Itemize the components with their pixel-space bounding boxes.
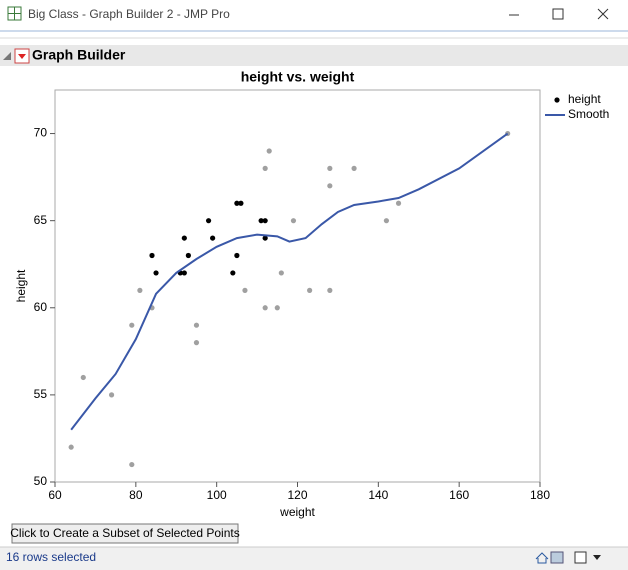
table-icon[interactable] [550, 551, 564, 564]
chart: height vs. weight 50 55 60 65 70 60 80 100 120 140… [14, 69, 609, 519]
data-point [234, 252, 240, 259]
home-icon[interactable] [535, 552, 549, 564]
window-title: Big Class - Graph Builder 2 - JMP Pro [28, 7, 230, 21]
data-point [262, 165, 268, 171]
x-tick-label: 80 [129, 488, 143, 502]
data-point [129, 461, 135, 468]
data-point [230, 270, 236, 276]
legend-label: height [568, 92, 601, 106]
data-point [193, 322, 200, 328]
y-axis-label: height [14, 269, 28, 302]
chart-title: height vs. weight [241, 69, 355, 85]
window-icon[interactable] [574, 551, 587, 564]
data-point [181, 235, 187, 241]
data-point [383, 218, 390, 224]
data-point [185, 252, 191, 259]
dropdown-icon[interactable] [593, 555, 601, 560]
data-point [278, 270, 284, 276]
button-label: Click to Create a Subset of Selected Poi… [10, 526, 239, 540]
status-text: 16 rows selected [6, 550, 96, 564]
x-tick-label: 180 [530, 488, 550, 502]
plot-area [54, 89, 541, 483]
data-point [129, 322, 135, 328]
x-tick-label: 100 [207, 488, 227, 502]
data-point [262, 305, 268, 311]
x-tick-label: 160 [449, 488, 469, 502]
status-bar [0, 547, 628, 570]
data-point [137, 287, 143, 293]
data-point [80, 374, 86, 381]
x-tick-label: 120 [287, 488, 307, 502]
close-button[interactable] [597, 8, 609, 20]
data-point [153, 270, 159, 276]
maximize-button[interactable] [552, 8, 564, 20]
data-point [327, 287, 333, 293]
y-tick-label: 50 [34, 474, 48, 488]
data-point [290, 218, 297, 224]
legend-swatch [554, 97, 560, 103]
data-point [395, 200, 402, 206]
data-point [108, 392, 115, 398]
data-point [266, 148, 272, 154]
data-point [351, 165, 357, 171]
y-tick-label: 55 [34, 387, 48, 401]
data-point [149, 252, 155, 259]
x-tick-label: 60 [48, 488, 62, 502]
x-tick-label: 140 [368, 488, 388, 502]
x-axis-label: weight [279, 505, 315, 519]
data-point [205, 218, 212, 224]
data-point [68, 444, 74, 450]
y-tick-label: 60 [34, 300, 48, 314]
data-point [242, 287, 248, 293]
data-point [307, 287, 313, 293]
disclosure-icon[interactable] [3, 52, 11, 60]
data-point [258, 218, 264, 224]
smooth-line [70, 132, 509, 431]
legend-label: Smooth [568, 107, 609, 121]
y-tick-label: 65 [34, 213, 48, 227]
data-point [274, 305, 280, 311]
data-point [238, 200, 244, 206]
data-point [327, 165, 333, 171]
outline-header [0, 45, 628, 66]
data-point [181, 270, 187, 276]
subset-button[interactable] [11, 523, 239, 544]
data-point [210, 235, 216, 241]
red-triangle [18, 54, 26, 59]
data-point [234, 200, 240, 206]
data-point [262, 218, 268, 224]
outline-title: Graph Builder [32, 47, 126, 63]
y-tick-label: 70 [34, 126, 48, 140]
data-point [193, 340, 200, 346]
data-point [262, 235, 268, 241]
data-point [327, 183, 333, 189]
